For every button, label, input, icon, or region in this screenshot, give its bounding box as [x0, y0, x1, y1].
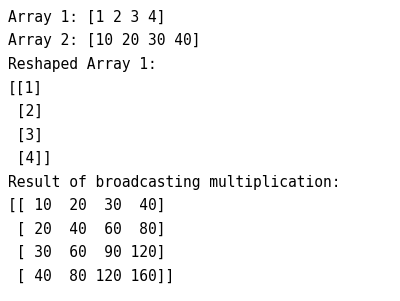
Text: [ 20  40  60  80]: [ 20 40 60 80] — [8, 222, 166, 237]
Text: Array 2: [10 20 30 40]: Array 2: [10 20 30 40] — [8, 33, 200, 48]
Text: [[1]: [[1] — [8, 80, 43, 95]
Text: [ 30  60  90 120]: [ 30 60 90 120] — [8, 245, 166, 260]
Text: [3]: [3] — [8, 128, 43, 142]
Text: Reshaped Array 1:: Reshaped Array 1: — [8, 57, 157, 72]
Text: Result of broadcasting multiplication:: Result of broadcasting multiplication: — [8, 175, 340, 190]
Text: Array 1: [1 2 3 4]: Array 1: [1 2 3 4] — [8, 10, 166, 25]
Text: [4]]: [4]] — [8, 151, 52, 166]
Text: [2]: [2] — [8, 104, 43, 119]
Text: [ 40  80 120 160]]: [ 40 80 120 160]] — [8, 268, 174, 284]
Text: [[ 10  20  30  40]: [[ 10 20 30 40] — [8, 198, 166, 213]
